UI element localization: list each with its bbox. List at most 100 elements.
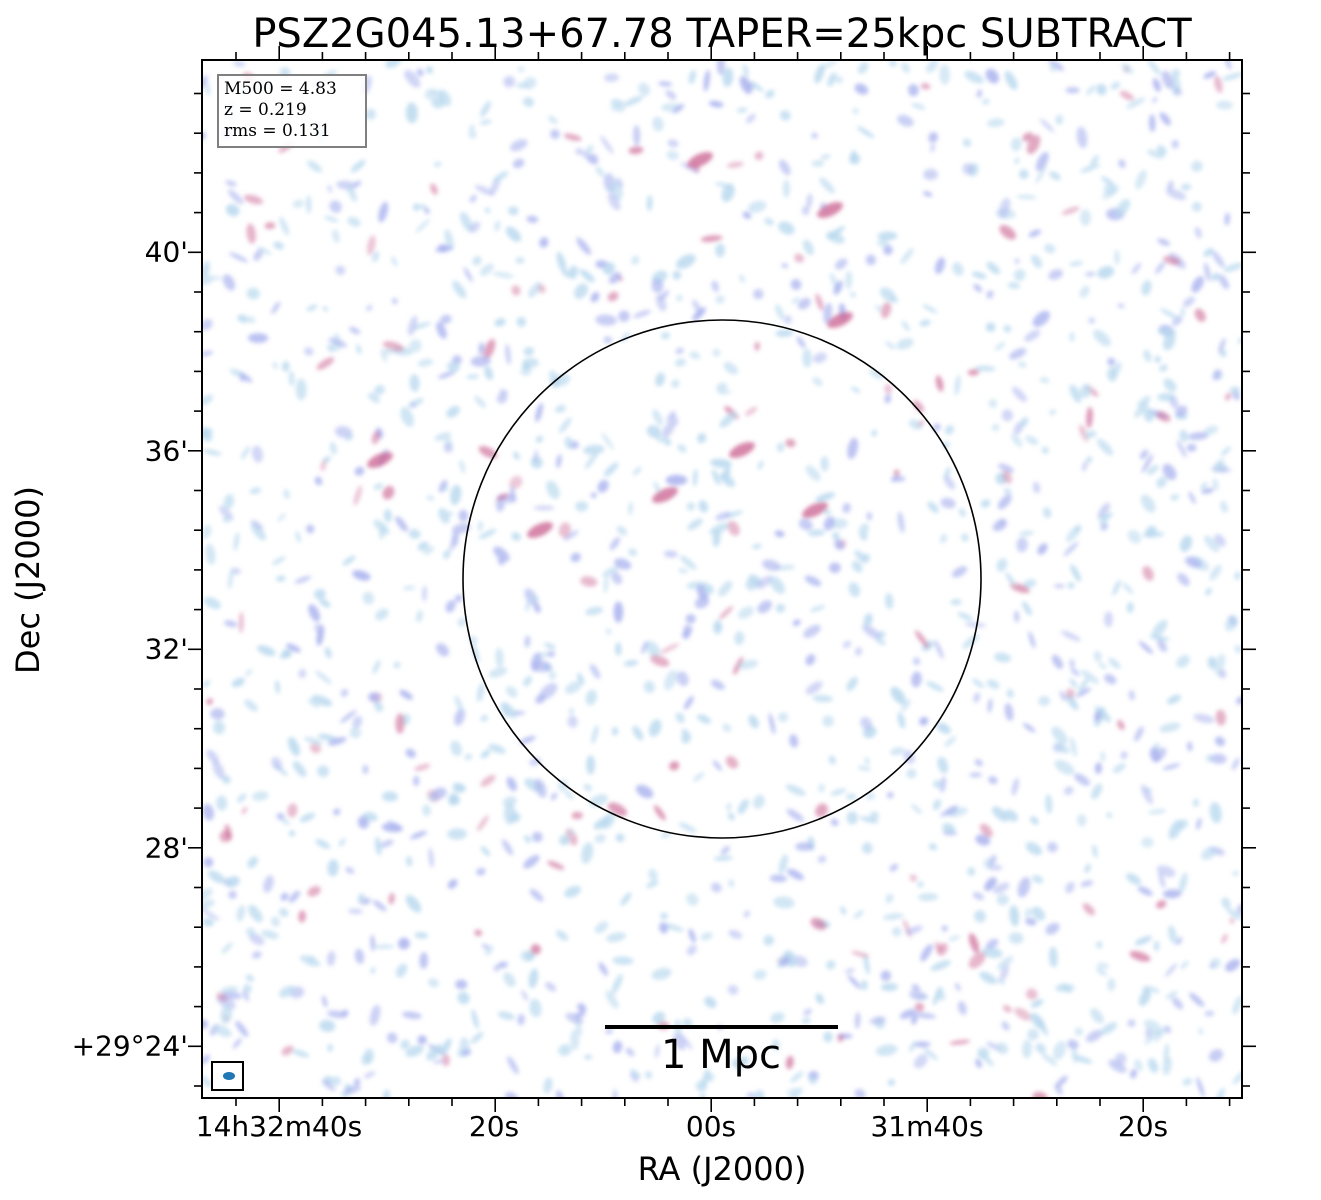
emission-blob bbox=[1041, 446, 1049, 454]
emission-blob bbox=[716, 60, 726, 76]
emission-blob bbox=[1051, 654, 1064, 669]
emission-blob bbox=[1147, 1058, 1159, 1073]
emission-blob bbox=[543, 1077, 553, 1094]
emission-blob bbox=[502, 796, 517, 807]
emission-blob bbox=[996, 956, 1014, 970]
emission-blob bbox=[508, 206, 519, 216]
emission-blob bbox=[1180, 307, 1185, 317]
emission-blob bbox=[798, 518, 813, 531]
emission-blob bbox=[612, 1089, 618, 1098]
emission-blob bbox=[987, 118, 1005, 128]
emission-blob bbox=[415, 218, 431, 234]
emission-blob bbox=[436, 321, 447, 339]
emission-blob bbox=[736, 107, 748, 113]
emission-blob bbox=[884, 394, 892, 404]
emission-blob bbox=[1195, 817, 1202, 830]
emission-blob bbox=[353, 485, 363, 506]
emission-blob bbox=[1163, 1043, 1169, 1064]
emission-blob bbox=[986, 679, 1000, 689]
emission-blob bbox=[349, 726, 362, 739]
emission-blob bbox=[1184, 556, 1203, 568]
emission-blob bbox=[1047, 841, 1058, 853]
emission-blob bbox=[882, 913, 904, 921]
emission-blob bbox=[923, 168, 938, 181]
emission-blob bbox=[352, 715, 363, 729]
emission-blob bbox=[1126, 601, 1134, 614]
emission-blob bbox=[202, 318, 213, 331]
emission-blob bbox=[968, 951, 986, 969]
emission-blob bbox=[826, 960, 836, 970]
emission-blob bbox=[851, 951, 870, 958]
emission-blob bbox=[252, 445, 263, 463]
emission-blob bbox=[678, 568, 689, 574]
emission-blob bbox=[1194, 308, 1206, 322]
emission-blob bbox=[264, 222, 276, 230]
emission-blob bbox=[914, 1002, 925, 1013]
emission-blob bbox=[940, 497, 956, 509]
emission-blob bbox=[623, 660, 639, 667]
emission-blob bbox=[1180, 960, 1189, 970]
emission-blob bbox=[614, 558, 632, 570]
emission-blob bbox=[1014, 610, 1020, 623]
emission-blob bbox=[662, 420, 676, 438]
emission-blob bbox=[354, 1078, 361, 1086]
emission-blob bbox=[509, 812, 521, 823]
emission-blob bbox=[912, 400, 925, 413]
emission-blob bbox=[1011, 777, 1019, 796]
emission-blob bbox=[1232, 1069, 1242, 1085]
emission-blob bbox=[533, 603, 541, 613]
emission-blob bbox=[1198, 1027, 1203, 1035]
emission-blob bbox=[533, 450, 539, 463]
emission-blob bbox=[763, 935, 775, 946]
emission-blob bbox=[368, 392, 380, 403]
emission-blob bbox=[770, 1012, 785, 1023]
emission-blob bbox=[980, 499, 991, 508]
emission-blob bbox=[905, 925, 923, 935]
emission-blob bbox=[564, 436, 573, 450]
emission-blob bbox=[331, 1076, 342, 1086]
emission-blob bbox=[409, 339, 422, 353]
emission-blob bbox=[1170, 494, 1180, 501]
emission-blob bbox=[470, 355, 491, 367]
emission-blob bbox=[370, 967, 376, 974]
emission-blob bbox=[416, 610, 423, 623]
emission-blob bbox=[202, 524, 212, 539]
emission-blob bbox=[469, 221, 481, 233]
emission-blob bbox=[1218, 274, 1230, 290]
emission-blob bbox=[388, 892, 395, 905]
emission-blob bbox=[643, 680, 655, 693]
emission-blob bbox=[539, 237, 549, 248]
emission-blob bbox=[1207, 656, 1217, 669]
emission-blob bbox=[244, 699, 258, 712]
emission-blob bbox=[412, 322, 431, 330]
emission-blob bbox=[1055, 114, 1064, 125]
emission-blob bbox=[854, 550, 868, 564]
emission-blob bbox=[890, 686, 906, 705]
emission-blob bbox=[1049, 409, 1056, 415]
emission-blob bbox=[1159, 112, 1171, 126]
emission-blob bbox=[603, 336, 613, 344]
emission-blob bbox=[633, 309, 651, 318]
emission-blob bbox=[226, 876, 240, 888]
emission-blob bbox=[1008, 932, 1024, 944]
emission-blob bbox=[952, 262, 964, 276]
emission-blob bbox=[1100, 1022, 1118, 1035]
emission-blob bbox=[823, 1031, 833, 1043]
emission-blob bbox=[276, 812, 285, 820]
emission-blob bbox=[719, 411, 737, 428]
x-tick-label: 14h32m40s bbox=[195, 1110, 363, 1143]
emission-blob bbox=[557, 779, 569, 792]
emission-blob bbox=[936, 722, 951, 734]
emission-blob bbox=[610, 104, 626, 112]
emission-blob bbox=[294, 575, 312, 584]
emission-blob bbox=[1069, 384, 1082, 403]
emission-blob bbox=[665, 474, 688, 486]
emission-blob bbox=[847, 437, 859, 460]
emission-blob bbox=[999, 518, 1006, 526]
emission-blob bbox=[1022, 601, 1032, 616]
emission-blob bbox=[797, 297, 811, 310]
emission-blob bbox=[877, 231, 898, 241]
emission-blob bbox=[347, 216, 361, 227]
emission-blob bbox=[483, 339, 496, 360]
emission-blob bbox=[511, 532, 521, 541]
